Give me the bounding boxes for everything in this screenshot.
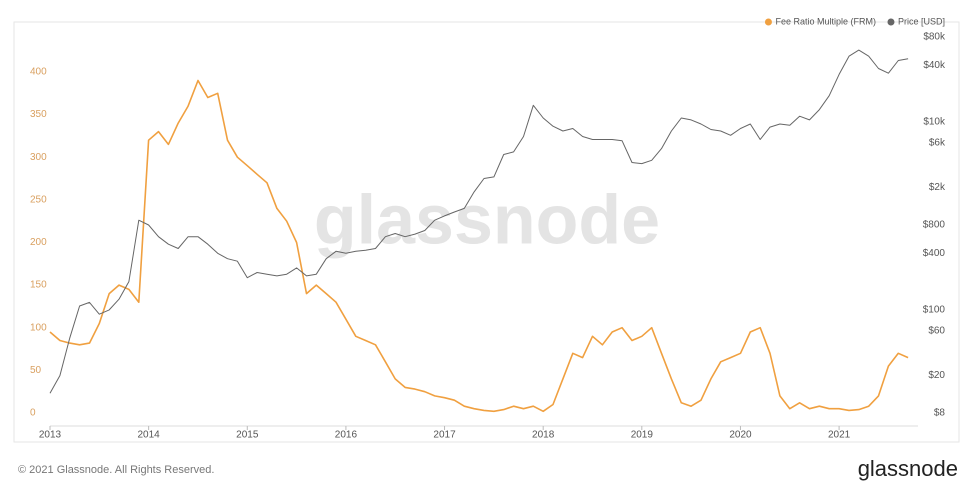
legend-dot [887, 18, 895, 26]
y-tick-label: 150 [30, 280, 47, 291]
y2-tick-label: $8 [934, 408, 946, 419]
logo: glassnode [858, 456, 958, 481]
y-tick-label: 250 [30, 194, 47, 205]
y2-tick-label: $80k [923, 32, 946, 43]
x-tick-label: 2013 [39, 430, 62, 441]
x-tick-label: 2014 [138, 430, 161, 441]
legend-label: Fee Ratio Multiple (FRM) [775, 16, 876, 26]
series-line [49, 49, 909, 394]
legend-label: Price [USD] [898, 16, 945, 26]
y2-tick-label: $60 [928, 325, 945, 336]
y2-tick-label: $800 [923, 220, 946, 231]
y-tick-label: 100 [30, 322, 47, 333]
x-tick-label: 2018 [532, 430, 555, 441]
y2-tick-label: $100 [923, 305, 946, 316]
x-tick-label: 2019 [631, 430, 654, 441]
series-line [49, 79, 909, 413]
legend-dot [764, 18, 772, 26]
y2-tick-label: $20 [928, 370, 945, 381]
footer: © 2021 Glassnode. All Rights Reserved. [18, 464, 214, 476]
x-tick-label: 2015 [236, 430, 259, 441]
y-tick-label: 400 [30, 67, 47, 78]
watermark: glassnode [314, 180, 660, 258]
y2-tick-label: $10k [923, 117, 946, 128]
x-tick-label: 2021 [828, 430, 851, 441]
y2-tick-label: $400 [923, 248, 946, 259]
x-tick-label: 2020 [729, 430, 752, 441]
y-tick-label: 50 [30, 365, 42, 376]
y2-tick-label: $6k [929, 137, 946, 148]
y2-tick-label: $40k [923, 60, 946, 71]
y-tick-label: 0 [30, 408, 36, 419]
y-tick-label: 350 [30, 109, 47, 120]
x-tick-label: 2016 [335, 430, 358, 441]
y2-tick-label: $2k [929, 182, 946, 193]
y-tick-label: 200 [30, 237, 47, 248]
x-tick-label: 2017 [433, 430, 456, 441]
frame [13, 21, 960, 443]
y-tick-label: 300 [30, 152, 47, 163]
